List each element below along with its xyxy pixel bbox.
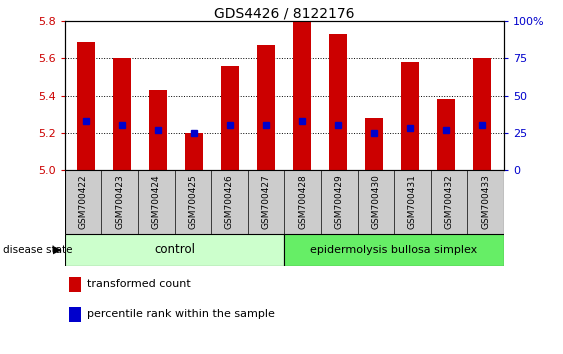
Bar — [473, 58, 491, 170]
Text: GSM700428: GSM700428 — [298, 175, 307, 229]
Text: GSM700430: GSM700430 — [372, 174, 380, 229]
Text: GSM700427: GSM700427 — [262, 175, 270, 229]
Text: ▶: ▶ — [53, 245, 62, 255]
Bar — [113, 58, 131, 170]
Bar — [65, 234, 284, 266]
Text: GSM700426: GSM700426 — [225, 175, 234, 229]
Text: transformed count: transformed count — [87, 279, 190, 289]
Bar — [365, 118, 383, 170]
Title: GDS4426 / 8122176: GDS4426 / 8122176 — [214, 6, 355, 20]
Bar — [329, 34, 347, 170]
Text: epidermolysis bullosa simplex: epidermolysis bullosa simplex — [310, 245, 478, 255]
Bar — [77, 42, 95, 170]
Text: GSM700423: GSM700423 — [115, 175, 124, 229]
Bar — [221, 66, 239, 170]
Bar — [257, 45, 275, 170]
Bar — [185, 133, 203, 170]
Bar — [401, 62, 419, 170]
Text: disease state: disease state — [3, 245, 72, 255]
Bar — [293, 21, 311, 170]
Text: GSM700431: GSM700431 — [408, 174, 417, 229]
Bar — [69, 277, 82, 292]
Bar — [149, 90, 167, 170]
Text: GSM700424: GSM700424 — [152, 175, 160, 229]
Bar — [284, 234, 504, 266]
Text: GSM700433: GSM700433 — [481, 174, 490, 229]
Text: GSM700432: GSM700432 — [445, 175, 453, 229]
Text: percentile rank within the sample: percentile rank within the sample — [87, 309, 275, 319]
Text: GSM700425: GSM700425 — [189, 175, 197, 229]
Text: control: control — [154, 243, 195, 256]
Text: GSM700429: GSM700429 — [335, 175, 343, 229]
Bar — [437, 99, 455, 170]
Text: GSM700422: GSM700422 — [79, 175, 87, 229]
Bar — [69, 307, 82, 322]
